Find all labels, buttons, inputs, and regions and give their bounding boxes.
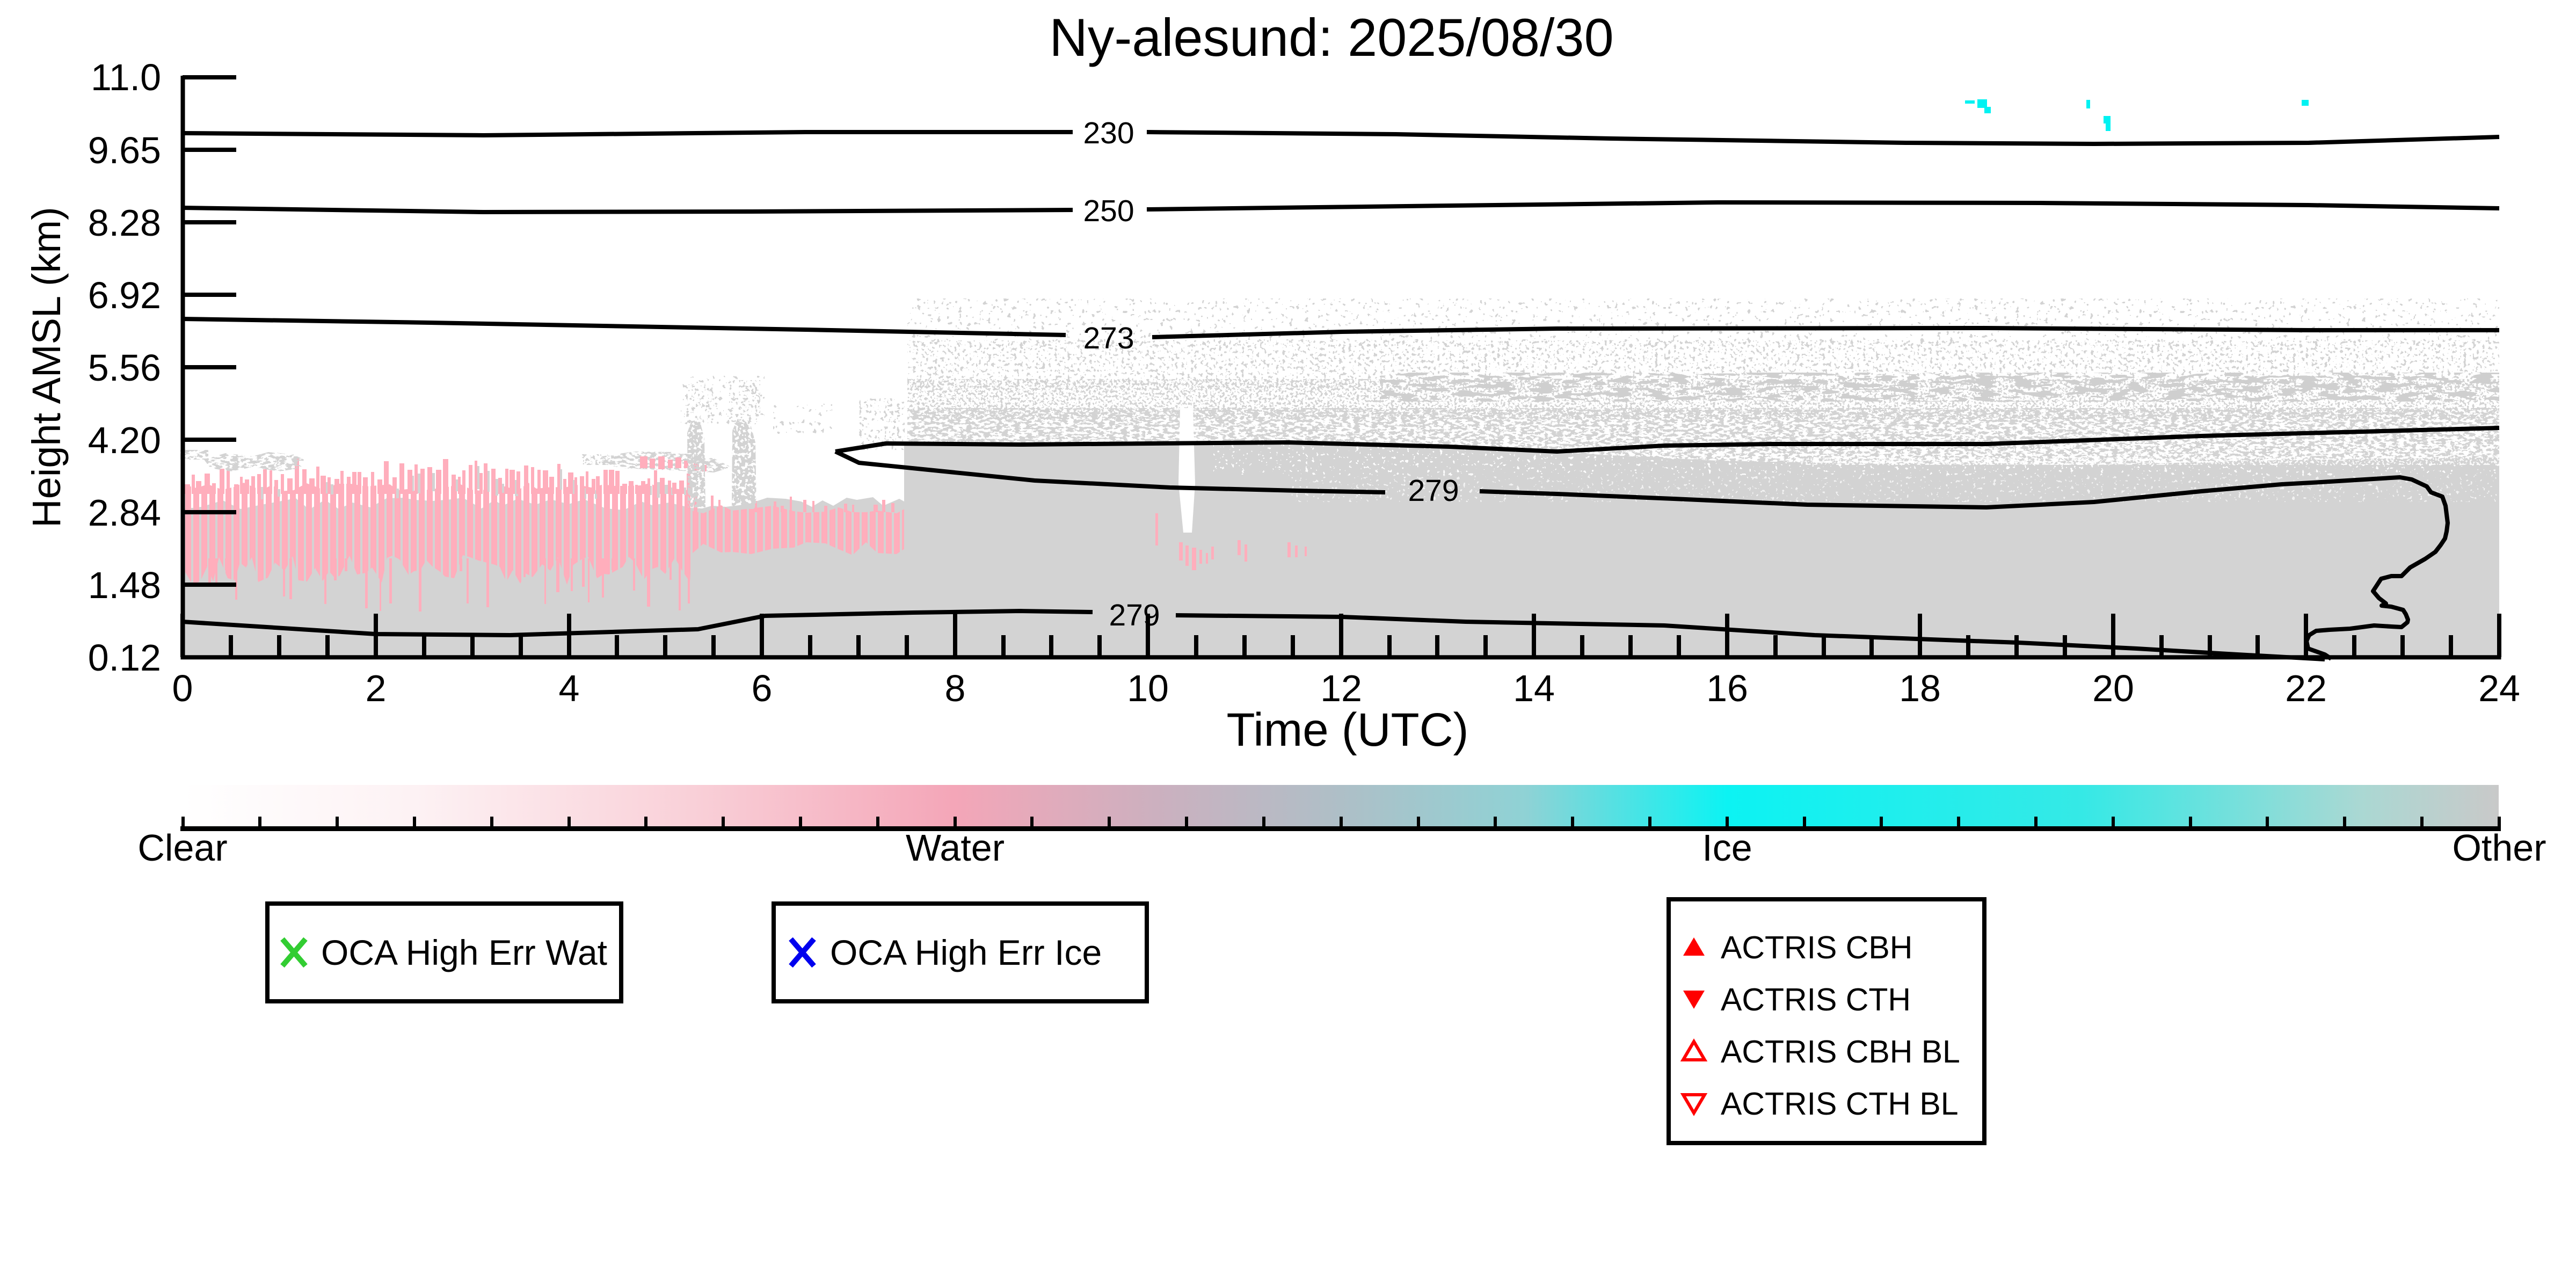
svg-text:20: 20 bbox=[2092, 667, 2134, 709]
svg-text:250: 250 bbox=[1083, 194, 1134, 228]
svg-text:ACTRIS CBH BL: ACTRIS CBH BL bbox=[1721, 1034, 1960, 1069]
svg-text:Time (UTC): Time (UTC) bbox=[1226, 704, 1468, 756]
svg-text:ACTRIS CTH BL: ACTRIS CTH BL bbox=[1721, 1086, 1959, 1122]
svg-text:Ice: Ice bbox=[1702, 827, 1752, 869]
svg-text:8: 8 bbox=[945, 667, 966, 709]
svg-text:16: 16 bbox=[1706, 667, 1748, 709]
svg-text:12: 12 bbox=[1320, 667, 1362, 709]
svg-text:ACTRIS CBH: ACTRIS CBH bbox=[1721, 930, 1912, 965]
svg-text:2: 2 bbox=[366, 667, 387, 709]
svg-text:6: 6 bbox=[752, 667, 773, 709]
svg-text:4.20: 4.20 bbox=[88, 419, 161, 461]
svg-text:OCA High Err Wat: OCA High Err Wat bbox=[321, 933, 607, 972]
svg-text:Ny-alesund: 2025/08/30: Ny-alesund: 2025/08/30 bbox=[1049, 8, 1613, 67]
svg-text:Clear: Clear bbox=[137, 827, 227, 869]
svg-text:18: 18 bbox=[1899, 667, 1941, 709]
svg-text:11.0: 11.0 bbox=[91, 56, 161, 98]
svg-text:4: 4 bbox=[559, 667, 580, 709]
svg-text:230: 230 bbox=[1083, 116, 1134, 150]
svg-text:10: 10 bbox=[1127, 667, 1169, 709]
svg-text:0: 0 bbox=[172, 667, 193, 709]
svg-text:5.56: 5.56 bbox=[88, 347, 161, 389]
svg-text:9.65: 9.65 bbox=[88, 129, 161, 171]
svg-text:24: 24 bbox=[2478, 667, 2520, 709]
svg-text:273: 273 bbox=[1083, 321, 1134, 355]
svg-text:8.28: 8.28 bbox=[88, 202, 161, 244]
svg-text:0.12: 0.12 bbox=[88, 637, 161, 679]
svg-text:Other: Other bbox=[2452, 827, 2546, 869]
svg-text:22: 22 bbox=[2285, 667, 2327, 709]
svg-text:1.48: 1.48 bbox=[88, 564, 161, 606]
svg-text:ACTRIS CTH: ACTRIS CTH bbox=[1721, 982, 1911, 1017]
svg-text:279: 279 bbox=[1408, 474, 1459, 508]
svg-text:2.84: 2.84 bbox=[88, 492, 161, 534]
svg-text:14: 14 bbox=[1513, 667, 1555, 709]
svg-text:Height AMSL (km): Height AMSL (km) bbox=[24, 207, 69, 528]
svg-text:OCA High Err Ice: OCA High Err Ice bbox=[830, 933, 1102, 972]
svg-text:279: 279 bbox=[1109, 598, 1160, 632]
svg-text:6.92: 6.92 bbox=[88, 274, 161, 316]
svg-text:Water: Water bbox=[906, 827, 1005, 869]
